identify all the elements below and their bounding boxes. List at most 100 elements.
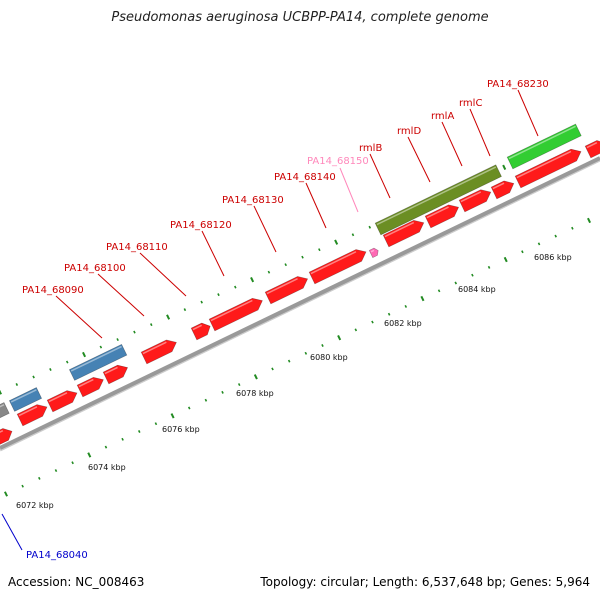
scale-tick-upper [250, 276, 255, 283]
scale-label: 6086 kbp [534, 253, 572, 262]
gene-box-gray [0, 402, 10, 420]
leader-line [469, 108, 491, 157]
gene-arrow-red-shine [266, 278, 298, 295]
scale-tick-lower [454, 281, 458, 285]
scale-tick-upper [99, 345, 103, 349]
leader-line [201, 230, 225, 277]
scale-tick-lower [104, 445, 108, 449]
scale-tick-lower [471, 273, 474, 277]
gene-features [0, 123, 600, 447]
scale-tick-upper [200, 300, 203, 304]
scale-tick-upper [318, 248, 321, 252]
scale-label: 6078 kbp [236, 389, 274, 398]
scale-tick-lower [371, 320, 374, 324]
gene-arrow-red [102, 364, 129, 385]
scale-tick-lower [337, 335, 342, 341]
gene-arrow-red-shine [460, 191, 482, 203]
gene-arrow-red [424, 204, 460, 229]
gene-arrow-red-shape [264, 276, 309, 305]
gene-labels: 6072 kbp 6074 kbp 6076 kbp 6078 kbp 6080 kbp… [16, 79, 572, 561]
scale-tick-lower [4, 491, 8, 497]
gene-label: PA14_68040 [26, 550, 88, 561]
scale-tick-lower [71, 461, 74, 465]
gene-arrow-red-shine [18, 406, 38, 417]
gene-arrow-red [16, 404, 48, 427]
gene-label: PA14_68120 [170, 220, 232, 231]
scale-tick-lower [487, 265, 491, 269]
gene-label: rmlA [431, 111, 454, 122]
gene-arrow-red [264, 276, 309, 305]
gene-arrow-red-shine [78, 378, 94, 388]
gene-arrow-red-shine [192, 324, 203, 331]
scale-label: 6072 kbp [16, 501, 54, 510]
scale-tick-lower [187, 406, 191, 410]
scale-tick-lower [87, 452, 92, 458]
scale-tick-upper [0, 389, 2, 395]
scale-tick-lower [387, 312, 391, 316]
leader-line [305, 182, 327, 229]
gene-box-green-shine [508, 125, 576, 160]
scale-ticks [0, 135, 592, 497]
gene-arrow-red [584, 140, 600, 159]
gene-arrow-red [46, 390, 78, 413]
gene-arrow-red-shape [490, 180, 515, 200]
gene-arrow-red [190, 322, 211, 341]
scale-tick-lower [420, 295, 425, 302]
scale-tick-lower [204, 398, 208, 402]
gene-arrow-red-shine [104, 366, 118, 375]
scale-tick-lower [253, 374, 258, 380]
gene-arrow-red [490, 180, 515, 200]
gene-box-gray-shape [0, 402, 10, 420]
gene-arrow-red-shape [102, 364, 129, 385]
gene-arrow-red-shine [586, 142, 598, 149]
gene-arrow-red-shape [16, 404, 48, 427]
gene-box-blue [8, 387, 43, 412]
gene-arrow-red [382, 220, 425, 248]
scale-tick-lower [587, 217, 592, 224]
scale-tick-upper [166, 314, 171, 320]
scale-tick-lower [54, 469, 58, 473]
scale-tick-lower [404, 304, 408, 308]
gene-box-olive-shine [376, 166, 497, 226]
gene-arrow-pink-shape [368, 247, 379, 259]
scale-tick-lower [554, 234, 557, 238]
gene-box-olive [374, 164, 502, 236]
gene-arrow-red-shine [142, 341, 167, 355]
gene-label: PA14_68130 [222, 195, 284, 206]
scale-tick-upper [183, 308, 187, 312]
scale-tick-upper [65, 360, 69, 364]
gene-arrow-red [0, 428, 13, 447]
gene-arrow-red [208, 297, 263, 332]
scale-label: 6082 kbp [384, 319, 422, 328]
gene-box-blue-shape [68, 343, 128, 381]
scale-tick-lower [271, 367, 274, 371]
gene-arrow-red-shape [208, 297, 263, 332]
leader-line [407, 136, 431, 183]
gene-label: rmlB [359, 143, 382, 154]
genome-summary-text: Topology: circular; Length: 6,537,648 bp… [260, 575, 590, 589]
gene-arrow-red-shape [382, 220, 425, 248]
genome-backbone [0, 156, 600, 452]
gene-box-blue-shine [10, 389, 37, 403]
gene-arrow-red [76, 376, 104, 398]
gene-box-gray-shine [0, 404, 5, 411]
scale-tick-upper [32, 375, 35, 379]
scale-tick-lower [154, 422, 158, 426]
scale-tick-upper [502, 164, 507, 171]
leader-line [139, 252, 187, 297]
scale-label: 6076 kbp [162, 425, 200, 434]
gene-box-green-shape [506, 123, 582, 170]
accession-text: Accession: NC_008463 [8, 575, 145, 589]
gene-arrow-red-shape [424, 204, 460, 229]
scale-tick-upper [351, 233, 355, 237]
gene-arrow-red-shine [48, 392, 68, 403]
gene-arrow-red-shine [210, 299, 253, 322]
gene-arrow-red [458, 189, 492, 213]
gene-box-blue-shine [70, 345, 122, 372]
gene-label: PA14_68140 [274, 172, 336, 183]
scale-tick-upper [15, 383, 19, 386]
scale-tick-lower [503, 256, 508, 263]
leader-line [517, 89, 539, 137]
gene-arrow-red-shape [46, 390, 78, 413]
gene-label: PA14_68110 [106, 242, 168, 253]
